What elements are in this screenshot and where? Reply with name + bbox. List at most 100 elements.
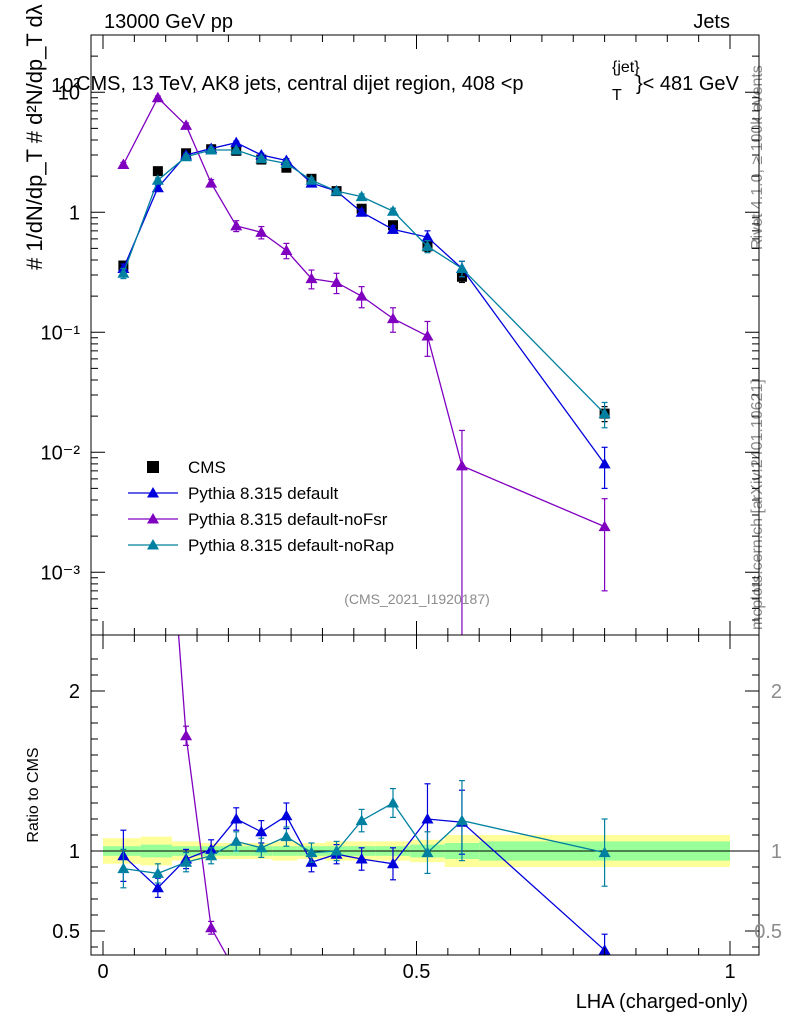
main-y-tick-label: 10 [58, 82, 80, 104]
main-point-noFsr [355, 290, 368, 301]
main-point-default [421, 231, 434, 242]
main-point-noRap [255, 152, 268, 164]
main-y-axis-label: # 1/dN/dp_T # d²N/dp_T dλ [22, 4, 47, 270]
main-point-default [230, 136, 243, 148]
ratio-point-default [151, 881, 164, 893]
main-point-noRap [305, 174, 318, 185]
process-label: Jets [693, 11, 730, 33]
main-point-data [152, 166, 163, 177]
ratio-point-noRap [386, 797, 399, 808]
title-sup: {jet} [612, 59, 640, 76]
legend-marker-noFsr [147, 513, 159, 524]
ratio-point-default [280, 809, 293, 821]
main-line-default [122, 141, 606, 465]
ratio-point-noFsr [230, 967, 242, 978]
ratio-point-default [355, 853, 368, 864]
main-line-noRap [122, 149, 606, 415]
rivet-label-text: Rivet 4.1.0, ≥ 100k events [749, 65, 766, 250]
ratio-plot-marks [117, 635, 611, 978]
analysis-watermark: (CMS_2021_I1920187) [344, 591, 490, 607]
ratio-y-tick-label: 2 [69, 681, 80, 703]
ratio-y-tick-label-right: 1 [771, 841, 782, 863]
main-y-tick-label: 1 [69, 202, 80, 224]
main-point-default [386, 223, 399, 234]
main-point-noRap [230, 144, 243, 155]
title-sub: T [612, 87, 622, 104]
main-point-noRap [205, 144, 218, 155]
main-point-noFsr [117, 158, 130, 170]
ratio-y-tick-label: 1 [69, 841, 80, 863]
legend-label-noFsr: Pythia 8.315 default-noFsr [188, 510, 388, 529]
x-tick-label: 0.5 [403, 961, 431, 983]
main-point-noRap [117, 267, 130, 278]
main-point-noRap [355, 190, 368, 202]
main-point-noFsr [305, 272, 318, 284]
main-y-tick-label: 10⁻¹ [41, 322, 81, 344]
main-y-tick-label: 10⁻³ [41, 562, 81, 584]
ratio-point-noRap [280, 830, 293, 842]
main-point-noRap [598, 407, 611, 419]
ratio-point-noRap [355, 814, 368, 826]
ratio-line-default [122, 814, 606, 951]
main-point-noFsr [455, 459, 468, 471]
main-point-noFsr [330, 276, 343, 287]
ratio-y-tick-label: 0.5 [52, 921, 80, 943]
ratio-point-noRap [455, 814, 468, 826]
ratio-point-default [255, 825, 268, 837]
x-axis-label: LHA (charged-only) [576, 991, 748, 1013]
main-point-default [598, 457, 611, 469]
main-point-noFsr [151, 91, 164, 103]
x-tick-label: 1 [724, 961, 735, 983]
main-point-noFsr [598, 520, 611, 532]
main-point-noFsr [180, 119, 193, 130]
ratio-y-tick-label-right: 2 [771, 681, 782, 703]
ratio-point-noRap [305, 846, 318, 858]
ratio-point-noRap [117, 862, 130, 874]
ratio-point-noRap [180, 856, 193, 867]
main-point-noRap [455, 262, 468, 273]
ratio-ylabel-text: Ratio to CMS [25, 747, 42, 842]
legend-marker-default [147, 487, 159, 498]
main-point-noFsr [230, 219, 243, 231]
ratio-point-noRap [330, 845, 343, 856]
main-point-noFsr [205, 177, 218, 188]
ratio-point-default [230, 813, 243, 824]
main-point-noRap [180, 150, 193, 162]
main-point-default [355, 206, 368, 217]
legend-label-data: CMS [188, 458, 226, 477]
energy-label: 13000 GeV pp [104, 11, 233, 33]
main-point-noFsr [280, 244, 293, 256]
ratio-point-noRap [151, 867, 164, 878]
legend-marker-data [147, 461, 159, 473]
ratio-line-noFsr [177, 635, 228, 955]
main-plot-marks [117, 91, 611, 635]
rivet-label: Rivet 4.1.0, ≥ 100k events [749, 65, 766, 250]
main-point-noFsr [421, 330, 434, 341]
main-point-noRap [330, 185, 343, 196]
title-prefix: CMS, 13 TeV, AK8 jets, central dijet reg… [76, 73, 524, 95]
main-point-noFsr [386, 312, 399, 324]
ratio-point-noFsr [180, 729, 193, 741]
mcplots-label-text: mcplots.cern.ch [arXiv:2401.10621] [749, 379, 766, 630]
x-tick-label: 0 [97, 961, 108, 983]
ratio-point-noFsr [205, 921, 218, 933]
legend-marker-noRap [147, 539, 159, 550]
legend-label-noRap: Pythia 8.315 default-noRap [188, 536, 394, 555]
main-y-tick-label: 10² [51, 75, 80, 97]
ratio-point-default [386, 857, 399, 869]
ratio-point-noRap [598, 846, 611, 858]
main-point-noRap [421, 240, 434, 251]
ratio-point-default [421, 813, 434, 824]
ratio-plot-frame [90, 634, 760, 956]
ratio-line-noRap [123, 802, 605, 875]
main-point-noRap [151, 174, 164, 185]
main-point-noRap [386, 205, 399, 216]
ratio-point-noRap [421, 846, 434, 858]
plot-title: CMS, 13 TeV, AK8 jets, central dijet reg… [76, 59, 740, 104]
ratio-point-noRap [205, 849, 218, 861]
main-line-noFsr [122, 96, 605, 528]
ratio-y-tick-label-right: 0.5 [754, 921, 782, 943]
legend-label-default: Pythia 8.315 default [188, 484, 339, 503]
